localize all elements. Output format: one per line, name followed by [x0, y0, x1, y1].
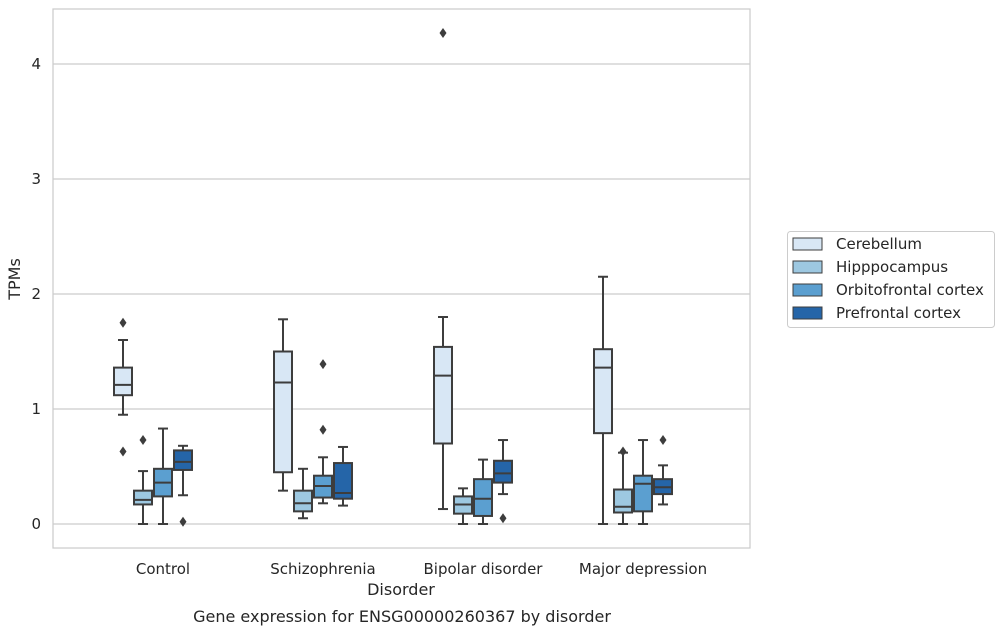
x-tick-label: Bipolar disorder: [424, 560, 544, 578]
outlier-point: [619, 446, 627, 457]
outlier-point: [139, 435, 147, 446]
y-axis-title: TPMs: [5, 258, 24, 301]
outlier-point: [119, 446, 127, 457]
iqr-box: [633, 474, 653, 513]
iqr-box: [273, 350, 293, 474]
legend-swatch: [792, 306, 823, 320]
box-group: [133, 435, 153, 525]
box-group: [293, 467, 313, 520]
box-group: [473, 458, 493, 525]
box-group: [633, 439, 653, 525]
box-group: [273, 318, 293, 492]
legend-label: Orbitofrontal cortex: [836, 281, 984, 299]
legend-swatch: [792, 237, 823, 251]
legend-swatch: [792, 260, 823, 274]
y-tick-label: 4: [31, 55, 41, 73]
box-group: [153, 427, 173, 525]
legend-item: Hipppocampus: [792, 258, 948, 276]
box-group: [433, 27, 453, 511]
outlier-point: [319, 424, 327, 435]
box-group: [493, 439, 513, 524]
y-tick-label: 3: [31, 170, 41, 188]
outlier-point: [179, 516, 187, 527]
chart-caption: Gene expression for ENSG00000260367 by d…: [193, 607, 611, 626]
gridlines: [53, 63, 750, 525]
legend-item: Prefrontal cortex: [792, 304, 961, 322]
legend-label: Prefrontal cortex: [836, 304, 961, 322]
box-group: [113, 317, 133, 457]
iqr-box: [433, 345, 453, 445]
outlier-point: [119, 317, 127, 328]
box-group: [333, 445, 353, 507]
legend-label: Hipppocampus: [836, 258, 948, 276]
iqr-box: [493, 459, 513, 484]
plot-frame: [52, 8, 751, 549]
box-group: [173, 444, 193, 527]
x-axis-title: Disorder: [367, 580, 435, 599]
iqr-box: [333, 462, 353, 500]
y-tick-label: 2: [31, 285, 41, 303]
box-group: [313, 359, 333, 505]
outlier-point: [319, 359, 327, 370]
iqr-box: [173, 449, 193, 471]
boxes-layer: [113, 27, 673, 527]
x-tick-label: Schizophrenia: [270, 560, 375, 578]
box-group: [593, 275, 613, 525]
legend-frame: [787, 231, 995, 328]
iqr-box: [133, 489, 153, 506]
box-group: [613, 446, 633, 525]
box-group: [653, 435, 673, 506]
iqr-box: [293, 489, 313, 513]
legend-item: Cerebellum: [792, 235, 922, 253]
y-tick-labels: 0 1 2 3 4: [31, 55, 41, 533]
legend-label: Cerebellum: [836, 235, 922, 253]
box-group: [453, 487, 473, 525]
legend-swatch: [792, 283, 823, 297]
outlier-point: [499, 513, 507, 524]
x-tick-label: Major depression: [579, 560, 707, 578]
iqr-box: [473, 478, 493, 517]
iqr-box: [613, 488, 633, 514]
legend: Cerebellum Hipppocampus Orbitofrontal cort…: [787, 231, 995, 328]
legend-items: Cerebellum Hipppocampus Orbitofrontal cort…: [792, 235, 984, 322]
y-tick-label: 0: [31, 515, 41, 533]
x-tick-labels: Control Schizophrenia Bipolar disorder Majo…: [136, 560, 707, 578]
outlier-point: [659, 435, 667, 446]
y-tick-label: 1: [31, 400, 41, 418]
x-tick-label: Control: [136, 560, 190, 578]
iqr-box: [593, 348, 613, 435]
outlier-point: [439, 27, 447, 38]
legend-item: Orbitofrontal cortex: [792, 281, 984, 299]
iqr-box: [113, 366, 133, 397]
